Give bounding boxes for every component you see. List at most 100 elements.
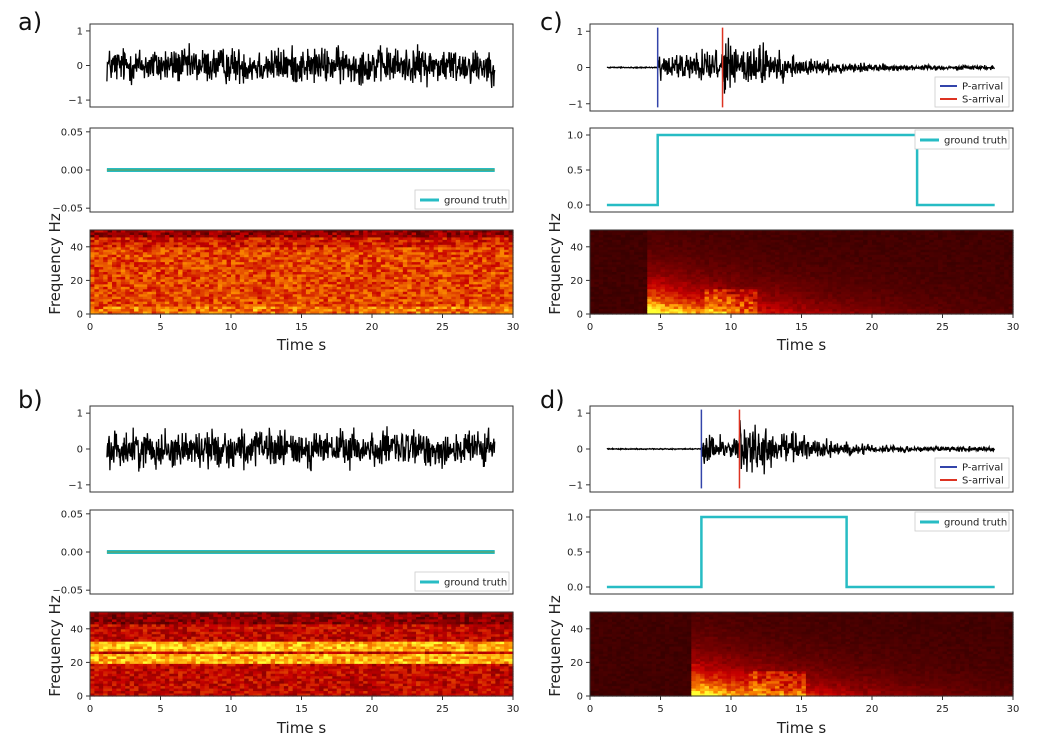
spectrogram-cell [125, 291, 131, 295]
spectrogram-cell [103, 309, 109, 313]
spectrogram-cell [129, 264, 135, 268]
spectrogram-cell [226, 294, 232, 298]
spectrogram-cell [138, 257, 144, 261]
spectrogram-cell [314, 239, 320, 243]
spectrogram-cell [226, 272, 232, 276]
spectrogram-cell [142, 234, 148, 239]
spectrogram-cell [151, 257, 157, 261]
spectrogram-cell [345, 262, 351, 266]
spectrogram-cell [200, 276, 206, 281]
spectrogram-cell [398, 299, 404, 303]
spectrogram-cell [120, 252, 126, 256]
spectrogram-cell [314, 242, 320, 246]
spectrogram-cell [332, 294, 338, 298]
spectrogram-cell [138, 291, 144, 295]
spectrogram-cell [208, 262, 214, 266]
spectrogram-cell [261, 291, 267, 295]
spectrogram-cell [244, 264, 250, 268]
spectrogram-cell [116, 294, 122, 298]
spectrogram-cell [186, 247, 192, 251]
spectrogram-cell [261, 269, 267, 273]
spectrogram-cell [160, 294, 166, 298]
spectrogram-cell [363, 309, 369, 313]
spectrogram-cell [332, 232, 338, 236]
spectrogram-cell [151, 289, 157, 293]
spectrogram-cell [327, 259, 333, 263]
y-tick-label: 1 [77, 409, 83, 420]
spectrogram-cell [239, 247, 245, 251]
spectrogram-cell [112, 232, 118, 236]
spectrogram-cell [310, 244, 316, 248]
spectrogram-cell [208, 234, 214, 239]
spectrogram-cell [151, 284, 157, 288]
spectrogram-cell [275, 274, 281, 278]
spectrogram-cell [107, 234, 113, 239]
spectrogram-cell [94, 249, 100, 253]
spectrogram-cell [226, 289, 232, 293]
spectrogram-cell [314, 286, 320, 290]
spectrogram-cell [231, 289, 237, 293]
spectrogram-cell [173, 252, 179, 256]
spectrogram-cell [367, 284, 373, 288]
spectrogram-cell [279, 279, 285, 283]
spectrogram-cell [244, 276, 250, 281]
spectrogram-cell [138, 276, 144, 281]
spectrogram-cell [138, 299, 144, 303]
spectrogram-cell [173, 301, 179, 305]
spectrogram-cell [107, 247, 113, 251]
spectrogram-cell [327, 291, 333, 295]
spectrogram-cell [270, 257, 276, 261]
spectrogram-cell [270, 281, 276, 285]
spectrogram-cell [292, 296, 298, 300]
spectrogram-cell [90, 309, 96, 313]
spectrogram-cell [151, 234, 157, 239]
spectrogram-cell [336, 309, 342, 313]
spectrogram-cell [336, 294, 342, 298]
spectrogram-cell [253, 304, 259, 308]
spectrogram-cell [138, 262, 144, 266]
spectrogram-cell [279, 247, 285, 251]
spectrogram-cell [380, 267, 386, 271]
spectrogram-cell [385, 299, 391, 303]
spectrogram-cell [248, 244, 254, 248]
spectrogram-cell [191, 242, 197, 246]
spectrogram-cell [244, 254, 250, 258]
spectrogram-cell [257, 311, 263, 315]
spectrogram-cell [112, 237, 118, 241]
spectrogram-cell [222, 254, 228, 258]
spectrogram-cell [103, 234, 109, 239]
spectrogram-cell [138, 252, 144, 256]
spectrogram-cell [314, 249, 320, 253]
spectrogram-cell [173, 264, 179, 268]
spectrogram-cell [358, 296, 364, 300]
spectrogram-cell [195, 272, 201, 276]
spectrogram-cell [195, 254, 201, 258]
spectrogram-cell [402, 230, 408, 234]
spectrogram-cell [191, 269, 197, 273]
spectrogram-cell [248, 294, 254, 298]
spectrogram-cell [297, 286, 303, 290]
spectrogram-cell [363, 252, 369, 256]
spectrogram-cell [283, 284, 289, 288]
spectrogram-cell [217, 234, 223, 239]
spectrogram-cell [372, 230, 378, 234]
spectrogram-cell [235, 289, 241, 293]
spectrogram-cell [292, 306, 298, 310]
spectrogram-cell [279, 299, 285, 303]
spectrogram-cell [226, 247, 232, 251]
spectrogram-cell [217, 296, 223, 300]
spectrogram-cell [323, 306, 329, 310]
spectrogram-cell [389, 301, 395, 305]
spectrogram-cell [169, 281, 175, 285]
spectrogram-cell [107, 242, 113, 246]
spectrogram-cell [376, 291, 382, 295]
spectrogram-cell [319, 309, 325, 313]
spectrogram-cell [235, 242, 241, 246]
spectrogram-cell [156, 249, 162, 253]
spectrogram-cell [336, 274, 342, 278]
spectrogram-cell [239, 264, 245, 268]
spectrogram-cell [147, 279, 153, 283]
spectrogram-cell [389, 267, 395, 271]
spectrogram-cell [314, 244, 320, 248]
spectrogram-cell [116, 311, 122, 315]
